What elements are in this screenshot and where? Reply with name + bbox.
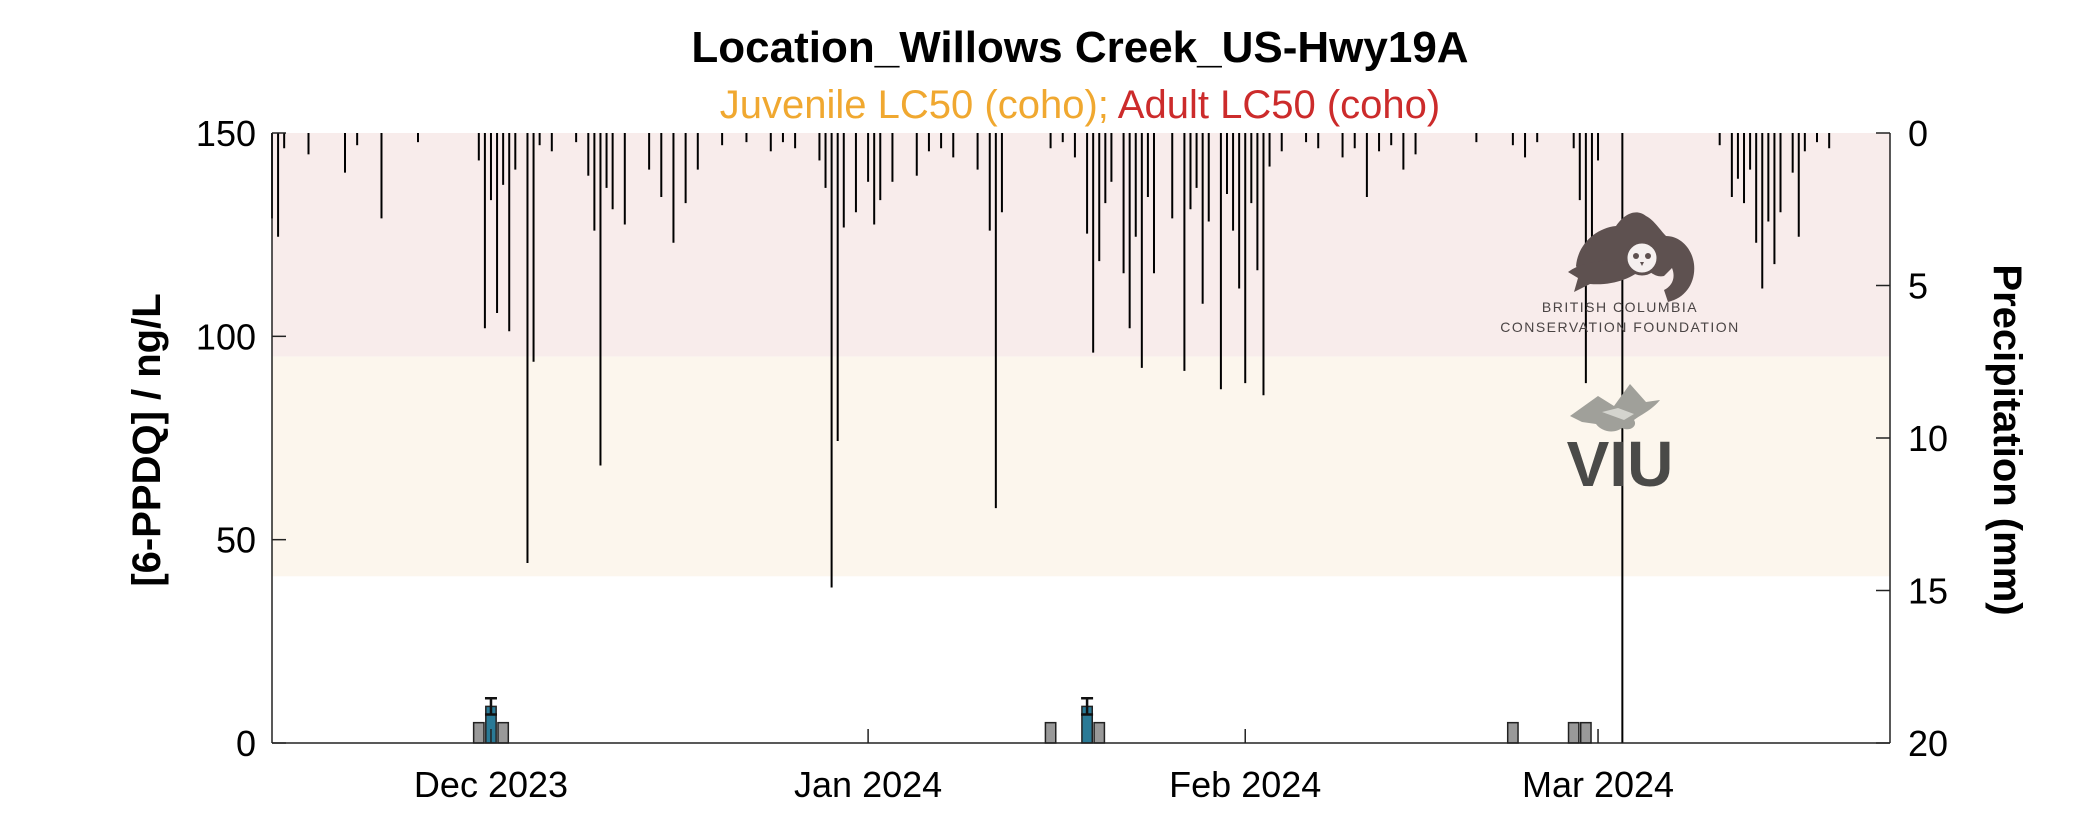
chart-subtitle: Juvenile LC50 (coho); Adult LC50 (coho) — [720, 83, 1440, 127]
juvenile-lc50-label: Juvenile LC50 (coho); — [720, 83, 1109, 127]
y-axis-ticks: 0 50 100 150 — [196, 113, 286, 764]
y2-axis-label: Precipitation (mm) — [1985, 264, 2029, 615]
error-bar-4 — [1081, 697, 1094, 716]
y2-tick-label-4: 20 — [1908, 723, 1948, 764]
bccf-logo: BRITISH COLUMBIA CONSERVATION FOUNDATION — [1500, 212, 1740, 335]
x-axis-ticks: Dec 2023 Jan 2024 Feb 2024 Mar 2024 — [414, 729, 1674, 805]
sample-bar-7 — [1567, 721, 1580, 744]
bccf-line1: BRITISH COLUMBIA — [1542, 299, 1698, 315]
sample-bar-8 — [1579, 721, 1592, 744]
y-tick-label-1: 50 — [216, 520, 256, 561]
y2-tick-label-3: 15 — [1908, 571, 1948, 612]
owl-icon — [1624, 240, 1660, 276]
x-tick-label-3: Mar 2024 — [1522, 764, 1674, 805]
sample-bar-6 — [1506, 721, 1519, 744]
y-tick-label-2: 100 — [196, 316, 256, 357]
y-tick-label-3: 150 — [196, 113, 256, 154]
x-tick-label-1: Jan 2024 — [794, 764, 942, 805]
sample-bar-3 — [1044, 721, 1057, 744]
adult-lc50-label: Adult LC50 (coho) — [1118, 83, 1440, 127]
y-axis-label: [6-PPDQ] / ng/L — [125, 293, 169, 586]
viu-logo: VIU — [1567, 384, 1674, 500]
y2-tick-label-0: 0 — [1908, 113, 1928, 154]
precipitation-series — [271, 133, 1831, 743]
y-tick-label-0: 0 — [236, 723, 256, 764]
sample-bar-5 — [1093, 721, 1106, 744]
sample-bar-0 — [472, 721, 485, 744]
error-bar-1 — [484, 697, 497, 716]
fish-icon — [1568, 260, 1642, 292]
x-tick-label-2: Feb 2024 — [1169, 764, 1321, 805]
lc50-bands — [272, 133, 1890, 577]
sample-bar-2 — [497, 721, 510, 744]
chart-title: Location_Willows Creek_US-Hwy19A — [691, 23, 1468, 72]
viu-text: VIU — [1567, 428, 1674, 500]
sample-bars — [472, 697, 1592, 744]
y2-tick-label-2: 10 — [1908, 418, 1948, 459]
lc50-band-1 — [272, 356, 1890, 577]
x-tick-label-0: Dec 2023 — [414, 764, 568, 805]
bccf-line2: CONSERVATION FOUNDATION — [1500, 319, 1740, 335]
mountain-leaf-icon — [1570, 384, 1660, 432]
y2-axis-ticks: 0 5 10 15 20 — [1876, 113, 1948, 764]
y2-tick-label-1: 5 — [1908, 266, 1928, 307]
